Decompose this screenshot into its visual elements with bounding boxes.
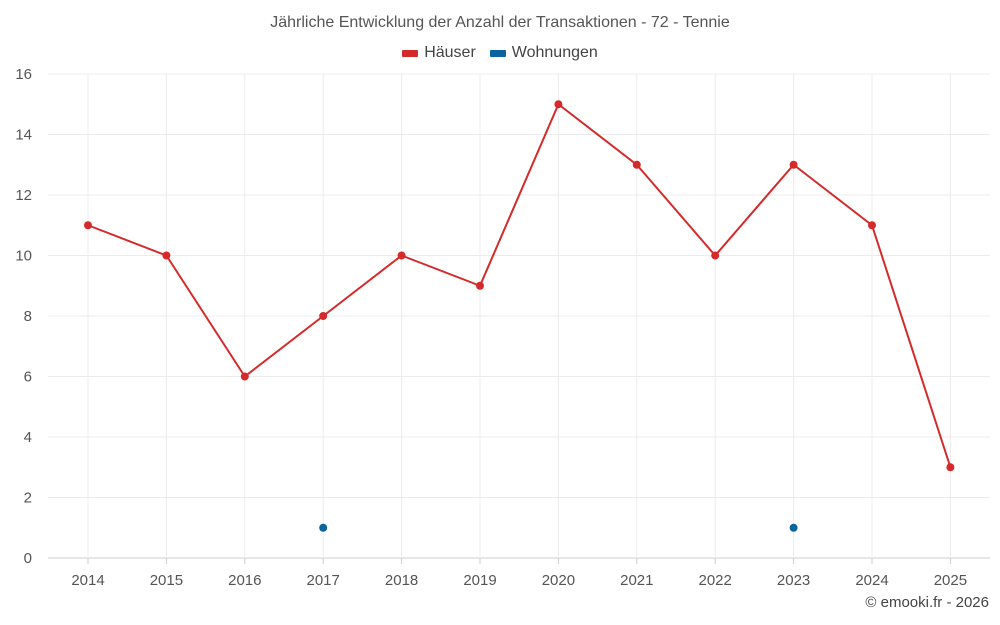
data-point-wohnungen-2017[interactable] [319, 523, 328, 532]
y-tick-label: 14 [15, 127, 32, 144]
legend-item-wohnungen[interactable]: Wohnungen [489, 44, 598, 62]
y-tick-label: 10 [15, 248, 32, 265]
credit-text: © emooki.fr - 2026 [865, 594, 989, 611]
legend-swatch-haeuser [402, 49, 419, 57]
data-point-haeuser-2017[interactable] [319, 312, 328, 320]
data-point-haeuser-2025[interactable] [946, 463, 955, 472]
x-tick-label: 2021 [620, 572, 653, 589]
axes: 0 2 4 6 8 10 12 14 16 2014 2015 2016 2017 2018 2019 202… [15, 66, 967, 589]
legend-label-haeuser: Häuser [424, 44, 476, 61]
legend: Häuser Wohnungen [0, 44, 1000, 62]
x-tick-label: 2024 [855, 572, 888, 589]
y-tick-label: 12 [15, 187, 32, 204]
data-point-wohnungen-2023[interactable] [789, 523, 798, 532]
y-tick-label: 2 [24, 490, 32, 507]
data-point-haeuser-2016[interactable] [240, 372, 249, 381]
x-tick-label: 2014 [71, 572, 104, 589]
y-tick-label: 8 [24, 308, 32, 325]
data-point-haeuser-2014[interactable] [84, 221, 92, 230]
legend-label-wohnungen: Wohnungen [511, 44, 598, 61]
data-point-haeuser-2015[interactable] [162, 251, 171, 260]
data-point-haeuser-2021[interactable] [632, 160, 641, 169]
x-tick-label: 2025 [934, 572, 967, 589]
chart-title: Jährliche Entwicklung der Anzahl der Tra… [270, 14, 730, 31]
series-layer [84, 100, 955, 532]
x-tick-label: 2015 [150, 572, 183, 589]
x-tick-label: 2022 [699, 572, 732, 589]
y-tick-label: 0 [24, 550, 32, 567]
data-point-haeuser-2023[interactable] [789, 160, 798, 169]
x-tick-label: 2020 [542, 572, 575, 589]
y-tick-label: 16 [15, 66, 32, 83]
data-point-haeuser-2022[interactable] [711, 251, 720, 260]
data-point-haeuser-2024[interactable] [868, 221, 876, 230]
x-tick-label: 2019 [463, 572, 496, 589]
legend-item-haeuser[interactable]: Häuser [402, 44, 476, 62]
x-tick-label: 2016 [228, 572, 261, 589]
data-point-haeuser-2020[interactable] [554, 100, 563, 109]
data-point-haeuser-2018[interactable] [397, 251, 406, 260]
y-tick-label: 4 [24, 429, 32, 446]
grid-lines [48, 73, 990, 559]
x-tick-label: 2018 [385, 572, 418, 589]
series-line-haeuser [87, 103, 952, 468]
x-tick-label: 2023 [777, 572, 810, 589]
x-tick-label: 2017 [307, 572, 340, 589]
y-tick-label: 6 [24, 369, 32, 386]
legend-swatch-wohnungen [489, 49, 506, 57]
data-point-haeuser-2019[interactable] [476, 281, 484, 290]
